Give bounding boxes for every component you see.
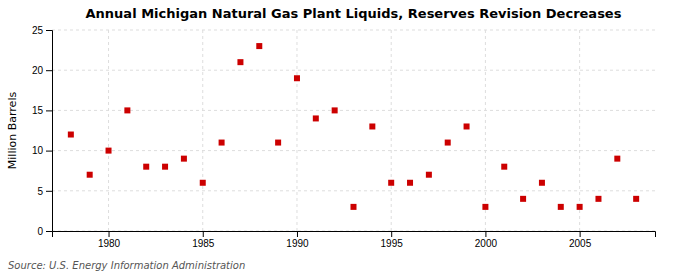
point: [407, 180, 413, 186]
point: [614, 156, 620, 162]
point: [464, 123, 470, 129]
tick: 20: [32, 65, 52, 76]
axis-line: [53, 232, 656, 238]
point: [275, 140, 281, 146]
tick-label: 20: [32, 65, 44, 76]
point: [577, 204, 583, 210]
y-axis: 0 5 10 15 20 25: [32, 25, 53, 237]
point: [237, 59, 243, 65]
point: [558, 204, 564, 210]
tick-mark: [391, 231, 392, 237]
tick-mark: [46, 231, 52, 232]
tick-mark: [485, 231, 486, 237]
point: [219, 140, 225, 146]
grid-line: [108, 30, 109, 231]
title: Annual Michigan Natural Gas Plant Liquid…: [86, 6, 622, 21]
grid-line: [52, 110, 655, 111]
point: [595, 196, 601, 202]
point: [501, 164, 507, 170]
point: [539, 180, 545, 186]
tick: 2000: [475, 231, 498, 249]
tick-label: 5: [37, 186, 43, 197]
point: [68, 132, 74, 138]
tick-mark: [46, 110, 52, 111]
tick-label: 10: [32, 145, 44, 156]
tick-mark: [203, 231, 204, 237]
grid: [52, 30, 655, 231]
tick-label: 2005: [569, 238, 592, 249]
point: [351, 204, 357, 210]
point: [143, 164, 149, 170]
x-axis: 1980 1985 1990 1995 2000 2005: [53, 231, 656, 249]
tick: 1990: [286, 231, 309, 249]
tick-mark: [46, 191, 52, 192]
tick: 2005: [569, 231, 592, 249]
y-axis-title: Million Barrels: [6, 92, 19, 170]
point: [369, 123, 375, 129]
tick-mark: [109, 231, 110, 237]
tick: 1985: [192, 231, 215, 249]
tick-label: 0: [37, 226, 43, 237]
tick: 10: [32, 145, 52, 156]
grid-line: [391, 30, 392, 231]
tick: 5: [37, 186, 52, 197]
tick-mark: [46, 151, 52, 152]
tick-label: 1985: [192, 238, 215, 249]
point: [388, 180, 394, 186]
grid-line: [579, 30, 580, 231]
point: [520, 196, 526, 202]
tick-label: 1980: [98, 238, 121, 249]
tick-label: 15: [32, 105, 44, 116]
point: [426, 172, 432, 178]
point: [633, 196, 639, 202]
axis-line: [46, 31, 53, 232]
grid-line: [202, 30, 203, 231]
point: [162, 164, 168, 170]
tick-label: 1990: [286, 238, 309, 249]
point: [256, 43, 262, 49]
tick: 15: [32, 105, 52, 116]
point: [200, 180, 206, 186]
point: [181, 156, 187, 162]
point: [445, 140, 451, 146]
tick-label: 25: [32, 25, 44, 36]
tick: 1995: [381, 231, 404, 249]
points: [68, 43, 639, 210]
tick-mark: [297, 231, 298, 237]
point: [482, 204, 488, 210]
point: [332, 107, 338, 113]
tick-mark: [46, 30, 52, 31]
plot: 1980 1985 1990 1995 2000 2005 0 5 10 15 20 25: [32, 25, 656, 249]
tick-mark: [46, 70, 52, 71]
tick-label: 2000: [475, 238, 498, 249]
grid-line: [296, 30, 297, 231]
tick-mark: [580, 231, 581, 237]
grid-line: [52, 30, 655, 31]
tick: 0: [37, 226, 52, 237]
tick: 1980: [98, 231, 121, 249]
annotation: Source: U.S. Energy Information Administ…: [8, 260, 245, 271]
point: [87, 172, 93, 178]
grid-line: [52, 70, 655, 71]
tick-label: 1995: [381, 238, 404, 249]
chart: 1980 1985 1990 1995 2000 2005 0 5 10 15 20 25 Annual…: [0, 0, 675, 275]
point: [106, 148, 112, 154]
tick: 25: [32, 25, 52, 36]
point: [294, 75, 300, 81]
grid-line: [485, 30, 486, 231]
grid-line: [52, 190, 655, 191]
point: [313, 115, 319, 121]
grid-line: [52, 150, 655, 151]
point: [124, 107, 130, 113]
